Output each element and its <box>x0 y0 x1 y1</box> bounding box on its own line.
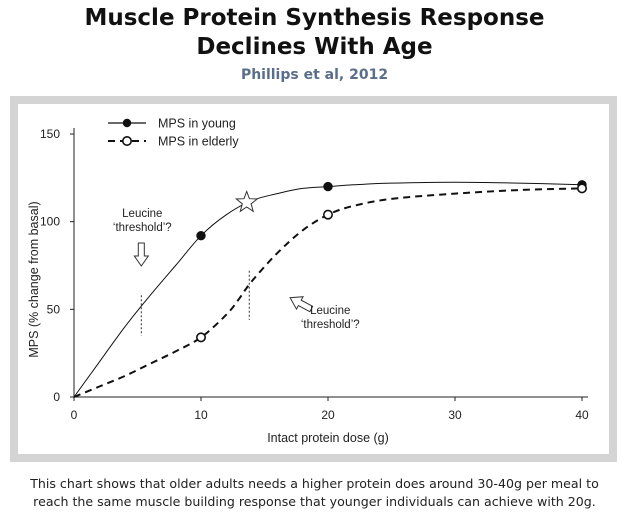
y-tick-label: 100 <box>40 215 60 229</box>
x-tick-label: 40 <box>575 408 589 422</box>
x-tick-label: 30 <box>448 408 462 422</box>
chart-title: Muscle Protein Synthesis Response Declin… <box>0 4 629 62</box>
young-data-point <box>196 230 206 241</box>
young-threshold-label: Leucine <box>122 208 162 220</box>
chart-background <box>18 104 609 454</box>
elderly-data-point <box>576 183 587 194</box>
caption-line-1: This chart shows that older adults needs… <box>30 476 599 491</box>
chart-subtitle: Phillips et al, 2012 <box>240 67 389 83</box>
elderly-data-point <box>322 209 333 220</box>
star-marker <box>234 189 259 213</box>
elderly-threshold-arrow <box>289 296 314 313</box>
y-tick-label: 150 <box>40 127 60 141</box>
y-axis-label: MPS (% change from basal) <box>27 201 41 357</box>
x-tick-label: 10 <box>194 408 208 422</box>
young-series-line <box>73 181 583 398</box>
x-tick-label: 20 <box>321 408 335 422</box>
y-tick-label: 0 <box>53 390 60 404</box>
legend-young-label: MPS in young <box>158 117 236 131</box>
x-tick-label: 0 <box>71 408 78 422</box>
chart-title-line-1: Muscle Protein Synthesis Response <box>84 5 545 31</box>
legend-elderly-swatch-marker <box>122 135 133 146</box>
young-threshold-arrow <box>133 242 150 267</box>
x-axis-label: Intact protein dose (g) <box>267 431 389 445</box>
chart-caption: This chart shows that older adults needs… <box>0 475 629 511</box>
elderly-threshold-label: Leucine <box>310 305 350 317</box>
chart-title-line-2: Declines With Age <box>196 34 433 60</box>
legend-young-swatch-marker <box>122 118 132 128</box>
mps-chart: 0 10 20 30 40 0 50 100 150 Intact protein dose (g… <box>27 117 589 446</box>
chart-frame: 0 10 20 30 40 0 50 100 150 Intact protein dose (g… <box>10 96 617 462</box>
young-data-point <box>323 181 333 192</box>
y-tick-label: 50 <box>47 302 61 316</box>
elderly-series-line <box>73 187 583 398</box>
young-threshold-label: ‘threshold’? <box>113 222 172 234</box>
caption-line-2: reach the same muscle building response … <box>33 494 596 509</box>
elderly-threshold-label: ‘threshold’? <box>301 319 360 331</box>
elderly-data-point <box>196 332 207 343</box>
legend-elderly-label: MPS in elderly <box>158 135 239 149</box>
